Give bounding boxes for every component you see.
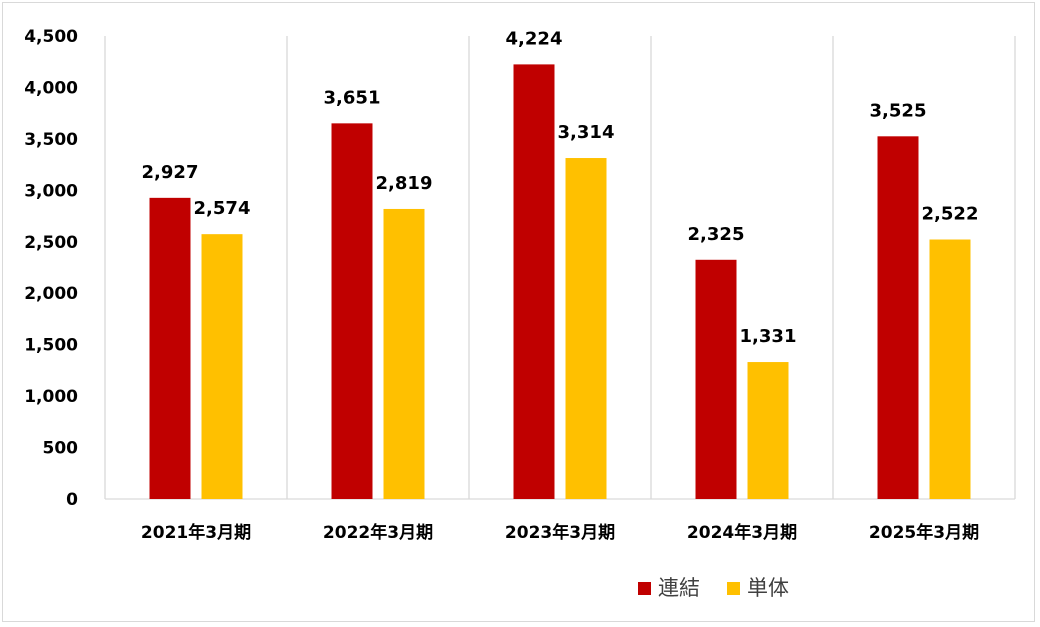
bar (695, 259, 737, 499)
y-tick-label: 0 (66, 490, 78, 510)
bar (747, 362, 789, 499)
y-tick-label: 4,500 (24, 27, 78, 47)
y-tick-label: 1,500 (24, 336, 78, 356)
y-tick-label: 3,500 (24, 130, 78, 150)
y-tick-label: 4,000 (24, 78, 78, 98)
legend-swatch (638, 582, 651, 595)
bar-series (149, 64, 971, 500)
bar (201, 234, 243, 499)
x-tick-label: 2022年3月期 (323, 522, 433, 543)
y-tick-label: 3,000 (24, 181, 78, 201)
data-label: 3,314 (558, 122, 615, 143)
data-label: 1,331 (740, 326, 797, 347)
bar (149, 197, 191, 499)
data-labels: 2,927 3,651 4,224 2,325 3,525 2,574 2,819 3,314… (142, 28, 979, 347)
data-label: 3,651 (324, 87, 381, 108)
x-tick-label: 2024年3月期 (687, 522, 797, 543)
data-label: 2,927 (142, 162, 199, 183)
legend: 連結 単体 (638, 576, 789, 600)
data-label: 4,224 (506, 28, 563, 49)
legend-label: 単体 (747, 576, 789, 600)
data-label: 2,325 (688, 224, 745, 245)
x-tick-label: 2023年3月期 (505, 522, 615, 543)
data-label: 2,522 (922, 204, 979, 225)
x-tick-label: 2021年3月期 (141, 522, 251, 543)
bar (929, 239, 971, 499)
y-tick-label: 2,500 (24, 233, 78, 253)
bar (565, 158, 607, 499)
y-tick-label: 500 (43, 439, 79, 459)
y-tick-label: 2,000 (24, 284, 78, 304)
bar (513, 64, 555, 499)
x-axis-labels: 2021年3月期 2022年3月期 2023年3月期 2024年3月期 2025年3月期 (141, 522, 979, 543)
bar (877, 136, 919, 500)
data-label: 3,525 (870, 100, 927, 121)
y-tick-label: 1,000 (24, 387, 78, 407)
y-axis: 0 500 1,000 1,500 2,000 2,500 3,000 3,500 4,000 4… (24, 27, 1015, 510)
bar (383, 208, 425, 499)
grid-lines (104, 36, 1016, 499)
data-label: 2,819 (376, 173, 433, 194)
bar (331, 123, 373, 500)
x-tick-label: 2025年3月期 (869, 522, 979, 543)
legend-label: 連結 (658, 576, 700, 600)
legend-swatch (727, 582, 740, 595)
data-label: 2,574 (194, 198, 251, 219)
